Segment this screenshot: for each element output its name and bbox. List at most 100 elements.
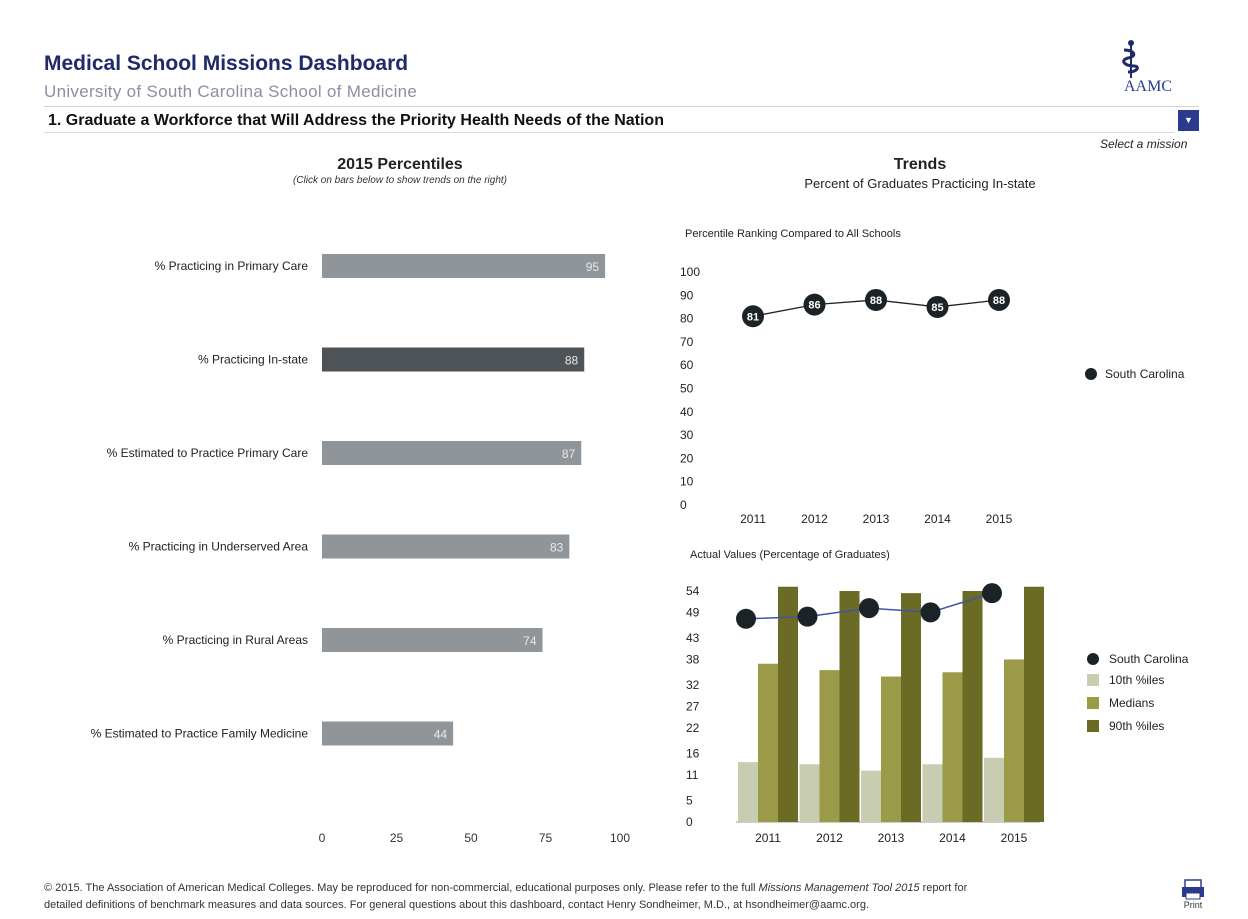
y-tick-label: 43 bbox=[686, 631, 700, 645]
percentiles-bar-chart: % Practicing in Primary Care 95 % Practici… bbox=[91, 254, 630, 845]
y-tick-label: 38 bbox=[686, 652, 700, 666]
mission-selector-value: 1. Graduate a Workforce that Will Addres… bbox=[48, 112, 664, 129]
x-tick-label: 2012 bbox=[816, 831, 843, 845]
legend-label-90th-iles: 90th %iles bbox=[1109, 719, 1164, 733]
bar-10th-iles[interactable] bbox=[861, 770, 881, 822]
percentile-bar[interactable] bbox=[322, 347, 585, 372]
bar-category-label: % Practicing in Underserved Area bbox=[129, 540, 309, 554]
footer-report-name: Missions Management Tool 2015 bbox=[758, 882, 920, 894]
bar-category-label: % Estimated to Practice Family Medicine bbox=[91, 727, 309, 741]
bar-90th-iles[interactable] bbox=[1024, 586, 1044, 822]
mission-selector[interactable] bbox=[44, 110, 1174, 133]
bar-medians[interactable] bbox=[758, 663, 778, 822]
y-tick-label: 54 bbox=[686, 584, 700, 598]
printer-icon bbox=[1182, 879, 1204, 900]
page-title: Medical School Missions Dashboard bbox=[44, 52, 409, 75]
ranking-point-label: 88 bbox=[870, 295, 882, 307]
ranking-point[interactable] bbox=[865, 288, 887, 311]
legend-marker-90th-iles bbox=[1087, 720, 1099, 732]
percentile-bar[interactable] bbox=[322, 628, 543, 652]
legend-label-south-carolina: South Carolina bbox=[1109, 652, 1189, 666]
percentiles-heading: 2015 Percentiles bbox=[337, 156, 463, 173]
y-tick-label: 11 bbox=[686, 768, 699, 782]
legend-marker-10th-iles bbox=[1087, 674, 1099, 686]
percentile-bar[interactable] bbox=[322, 721, 454, 746]
bar-90th-iles[interactable] bbox=[778, 586, 798, 822]
ranking-point[interactable] bbox=[988, 288, 1010, 311]
y-tick-label: 49 bbox=[686, 605, 700, 619]
x-tick-label: 2011 bbox=[740, 512, 766, 526]
x-tick-label: 2015 bbox=[986, 512, 1013, 526]
ranking-line-chart: Percentile Ranking Compared to All Schoo… bbox=[680, 228, 1185, 526]
x-tick-label: 2014 bbox=[939, 831, 966, 845]
bar-10th-iles[interactable] bbox=[738, 762, 758, 822]
actual-values-chart: Actual Values (Percentage of Graduates) 0… bbox=[686, 549, 1189, 845]
percentiles-subheading: (Click on bars below to show trends on t… bbox=[293, 175, 507, 186]
aamc-logo bbox=[1122, 40, 1139, 78]
chevron-down-icon: ▼ bbox=[1184, 115, 1193, 125]
south-carolina-point[interactable] bbox=[859, 598, 879, 619]
bar-medians[interactable] bbox=[819, 670, 840, 822]
y-tick-label: 20 bbox=[680, 451, 694, 465]
print-button[interactable]: Print bbox=[1180, 878, 1206, 910]
header-divider bbox=[44, 106, 1199, 107]
bar-10th-iles[interactable] bbox=[922, 764, 943, 822]
y-tick-label: 5 bbox=[686, 794, 693, 808]
y-tick-label: 0 bbox=[680, 498, 687, 512]
trends-heading: Trends bbox=[893, 156, 947, 173]
footer-text: © 2015. The Association of American Medi… bbox=[44, 880, 1184, 914]
bar-90th-iles[interactable] bbox=[962, 591, 983, 822]
y-tick-label: 60 bbox=[680, 358, 694, 372]
y-tick-label: 80 bbox=[680, 312, 694, 326]
ranking-point[interactable] bbox=[926, 295, 949, 318]
y-tick-label: 100 bbox=[680, 265, 700, 279]
bar-value-label: 95 bbox=[586, 260, 600, 274]
south-carolina-point[interactable] bbox=[920, 602, 941, 623]
ranking-point[interactable] bbox=[803, 293, 826, 316]
print-label: Print bbox=[1184, 900, 1203, 910]
bar-category-label: % Practicing In-state bbox=[198, 353, 308, 367]
bar-90th-iles[interactable] bbox=[901, 593, 921, 822]
bar-value-label: 44 bbox=[434, 728, 448, 742]
bar-value-label: 88 bbox=[565, 354, 579, 368]
bar-medians[interactable] bbox=[942, 672, 963, 822]
bar-medians[interactable] bbox=[881, 676, 901, 822]
bar-10th-iles[interactable] bbox=[984, 757, 1004, 822]
legend-label-medians: Medians bbox=[1109, 696, 1154, 710]
south-carolina-point[interactable] bbox=[982, 583, 1002, 604]
y-tick-label: 90 bbox=[680, 288, 694, 302]
bar-value-label: 87 bbox=[562, 447, 576, 461]
ranking-point[interactable] bbox=[742, 305, 764, 328]
ranking-point-label: 88 bbox=[993, 295, 1005, 307]
caduceus-icon bbox=[1122, 40, 1139, 78]
mission-dropdown-button[interactable]: ▼ bbox=[1178, 110, 1199, 131]
y-tick-label: 30 bbox=[680, 428, 694, 442]
x-tick-label: 2013 bbox=[863, 512, 890, 526]
y-tick-label: 32 bbox=[686, 678, 700, 692]
percentile-bar[interactable] bbox=[322, 254, 606, 278]
x-tick-label: 25 bbox=[390, 831, 404, 845]
bar-category-label: % Practicing in Primary Care bbox=[155, 259, 309, 273]
footer-line2: detailed definitions of benchmark measur… bbox=[44, 899, 870, 911]
legend-marker-south-carolina bbox=[1087, 653, 1099, 665]
y-tick-label: 27 bbox=[686, 700, 700, 714]
x-tick-label: 2015 bbox=[1001, 831, 1028, 845]
y-tick-label: 50 bbox=[680, 382, 694, 396]
x-tick-label: 75 bbox=[539, 831, 553, 845]
percentile-bar[interactable] bbox=[322, 534, 570, 559]
aamc-logo-text: AAMC bbox=[1124, 78, 1173, 95]
legend-marker-south-carolina bbox=[1085, 368, 1097, 380]
south-carolina-point[interactable] bbox=[736, 608, 756, 629]
south-carolina-point[interactable] bbox=[797, 606, 818, 627]
ranking-point-label: 81 bbox=[747, 311, 759, 323]
y-tick-label: 16 bbox=[686, 747, 700, 761]
ranking-chart-title: Percentile Ranking Compared to All Schoo… bbox=[685, 228, 901, 240]
y-tick-label: 22 bbox=[686, 721, 700, 735]
trends-subheading: Percent of Graduates Practicing In-state bbox=[804, 176, 1036, 191]
bar-medians[interactable] bbox=[1004, 659, 1024, 822]
bar-10th-iles[interactable] bbox=[799, 764, 820, 822]
percentile-bar[interactable] bbox=[322, 441, 582, 465]
bar-value-label: 74 bbox=[523, 634, 537, 648]
bar-90th-iles[interactable] bbox=[839, 591, 860, 822]
legend-marker-medians bbox=[1087, 697, 1099, 709]
